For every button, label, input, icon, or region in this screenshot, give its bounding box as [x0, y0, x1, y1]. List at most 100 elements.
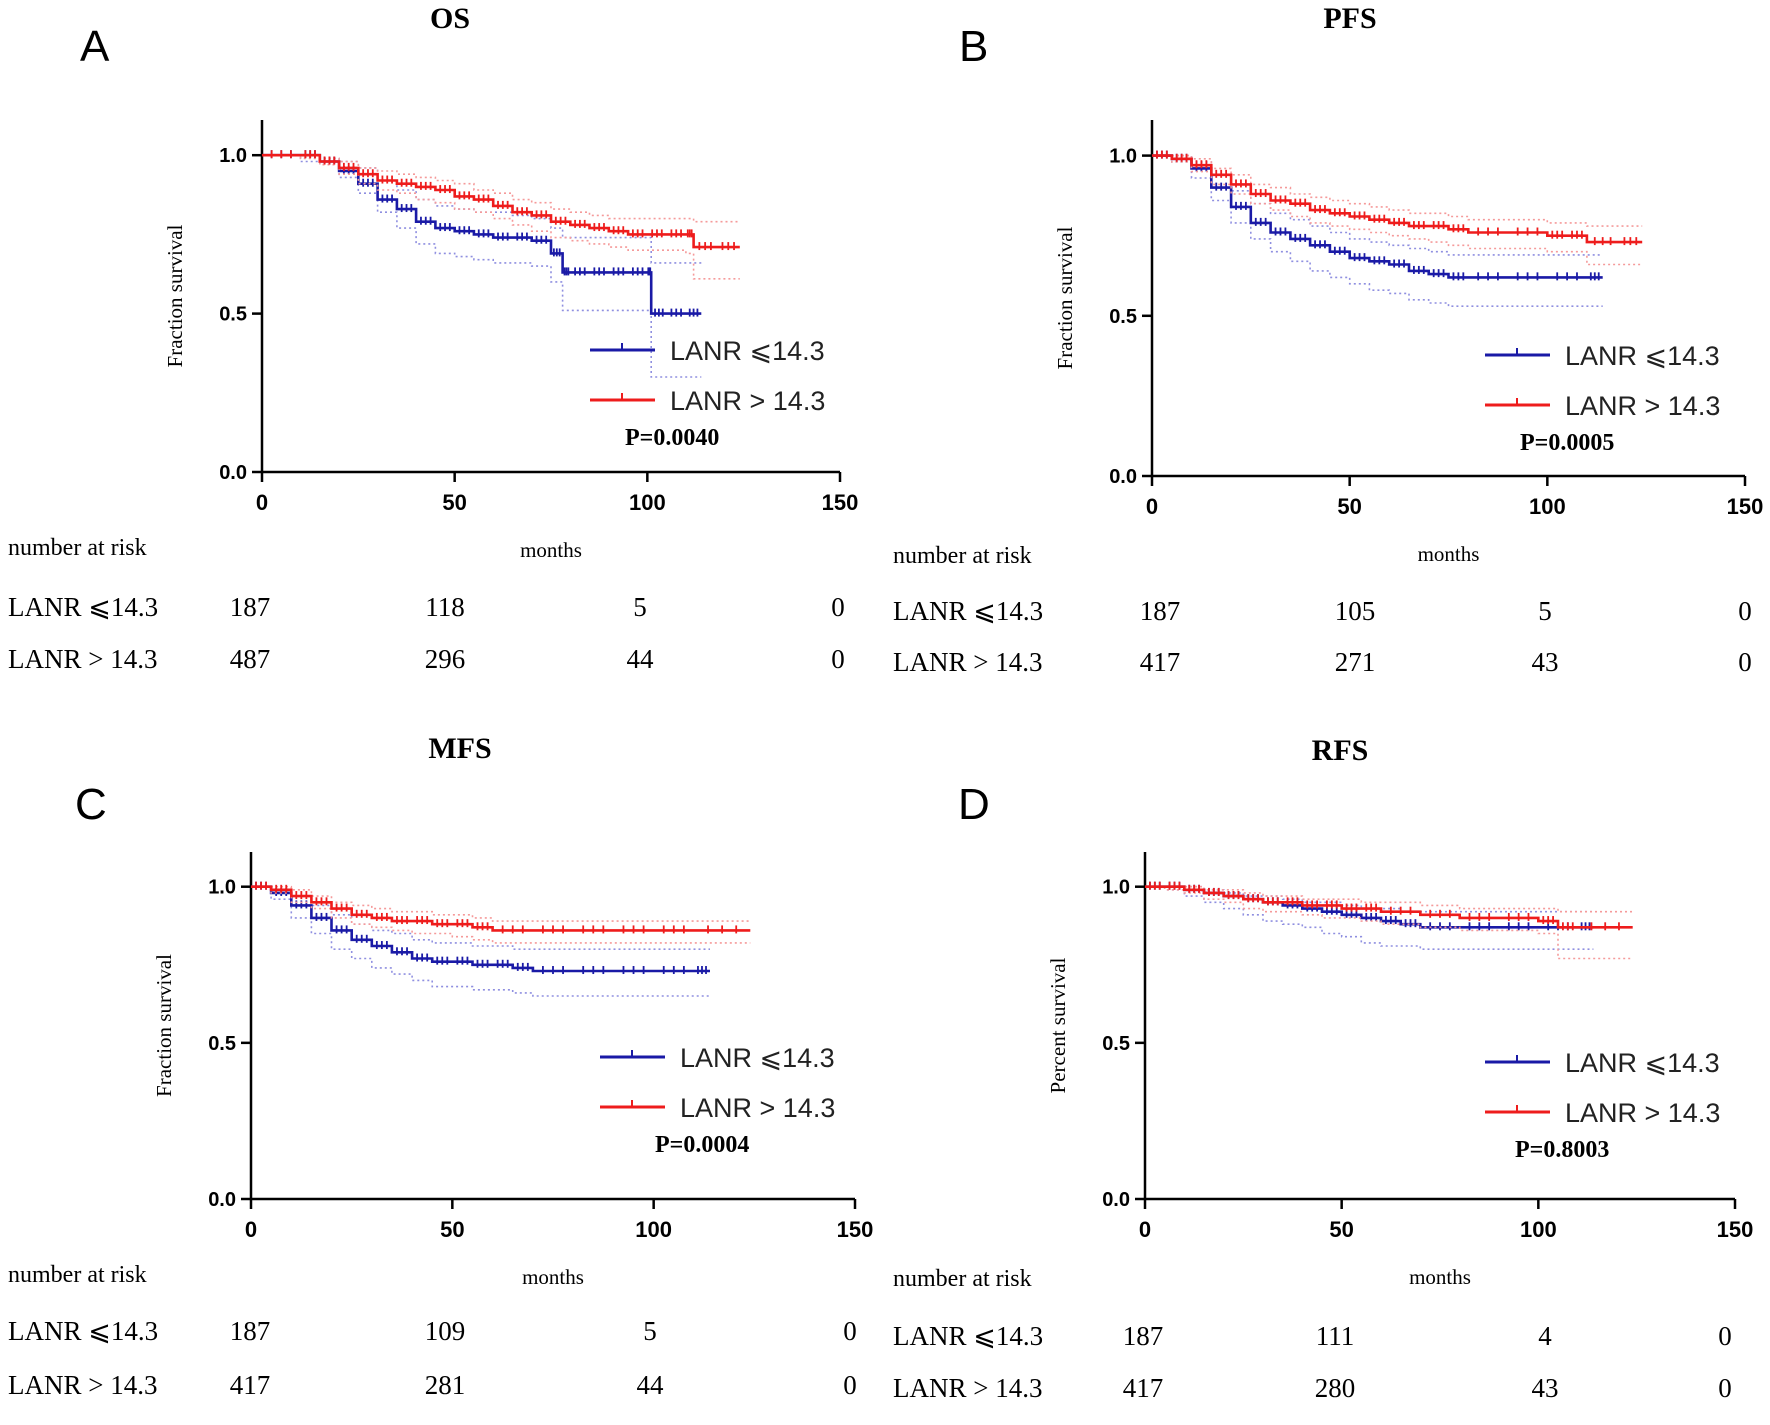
panel-label: D	[958, 780, 990, 829]
ci-lower-line	[1152, 154, 1643, 266]
ci-lower-line	[1145, 885, 1633, 960]
legend-item: LANR > 14.3	[1485, 1098, 1720, 1128]
panel-c: C MFS 0 50 100 150 0.0 0.5 1.0 Fraction survival m…	[0, 712, 885, 1424]
series-low	[251, 881, 710, 997]
p-value: P=0.8003	[1515, 1137, 1609, 1163]
x-tick-label: 100	[1529, 494, 1566, 519]
x-tick-label: 50	[1337, 494, 1361, 519]
x-tick-label: 50	[442, 490, 466, 515]
x-tick-label: 50	[440, 1217, 464, 1242]
chart-title: PFS	[1323, 2, 1377, 35]
survival-curve	[251, 885, 751, 932]
x-axis-label: months	[1409, 1265, 1471, 1289]
legend-label: LANR ⩽14.3	[680, 1043, 835, 1073]
risk-count: 5	[643, 1316, 657, 1346]
x-tick-label: 100	[1520, 1217, 1557, 1242]
y-tick-label: 0.0	[219, 462, 247, 484]
ci-lower-line	[262, 154, 740, 280]
x-tick-label: 150	[822, 490, 859, 515]
risk-count: 105	[1334, 596, 1376, 626]
y-tick-label: 1.0	[219, 145, 247, 167]
x-tick-label: 0	[245, 1217, 257, 1242]
risk-row-label: LANR ⩽14.3	[8, 1316, 159, 1346]
risk-count: 109	[424, 1316, 466, 1346]
plot-svg: 0 50 100 150 0.0 0.5 1.0 Fraction survival month…	[1053, 120, 1763, 566]
survival-curve	[251, 885, 710, 973]
y-tick-label: 0.5	[208, 1033, 236, 1055]
legend-item: LANR > 14.3	[600, 1093, 835, 1123]
series-high	[251, 881, 751, 944]
plot-svg: 0 50 100 150 0.0 0.5 1.0 Percent survival months…	[1046, 852, 1753, 1289]
risk-table-header: number at risk	[8, 1262, 147, 1288]
ci-lower-line	[262, 154, 702, 378]
x-tick-label: 150	[837, 1217, 874, 1242]
risk-count: 5	[1538, 596, 1552, 626]
x-axis-label: months	[520, 538, 582, 562]
chart-title: MFS	[428, 732, 492, 765]
series-high	[262, 150, 740, 280]
legend-item: LANR > 14.3	[590, 386, 825, 416]
axes: 0 50 100 150 0.0 0.5 1.0 Fraction survival month…	[1053, 120, 1763, 566]
plot-svg: 0 50 100 150 0.0 0.5 1.0 Fraction survival month…	[163, 120, 859, 562]
risk-count: 0	[1718, 1321, 1732, 1351]
legend-item: LANR ⩽14.3	[600, 1043, 835, 1073]
x-tick-label: 150	[1727, 494, 1764, 519]
survival-curve	[262, 153, 740, 249]
y-tick-label: 1.0	[1102, 877, 1130, 899]
axes: 0 50 100 150 0.0 0.5 1.0 Fraction survival month…	[152, 852, 873, 1289]
legend-label: LANR > 14.3	[680, 1093, 835, 1123]
legend-label: LANR > 14.3	[670, 386, 825, 416]
risk-count: 0	[1738, 647, 1752, 677]
y-tick-label: 0.5	[1102, 1033, 1130, 1055]
risk-count: 281	[424, 1370, 466, 1400]
chart-title: RFS	[1311, 734, 1369, 767]
risk-count: 4	[1538, 1321, 1552, 1351]
p-value: P=0.0040	[625, 425, 719, 451]
legend-label: LANR ⩽14.3	[1565, 341, 1720, 371]
x-tick-label: 0	[256, 490, 268, 515]
risk-table-header: number at risk	[8, 535, 147, 561]
risk-table-header: number at risk	[893, 1266, 1032, 1292]
x-tick-label: 100	[635, 1217, 672, 1242]
survival-curve	[1152, 154, 1603, 279]
panel-label: B	[959, 22, 989, 71]
series-low	[262, 150, 702, 378]
y-tick-label: 0.5	[219, 304, 247, 326]
risk-count: 0	[831, 644, 845, 674]
x-axis-label: months	[522, 1265, 584, 1289]
series-high	[1152, 150, 1643, 266]
panel-label: A	[80, 22, 110, 71]
risk-count: 417	[1139, 647, 1181, 677]
risk-count: 44	[636, 1370, 664, 1400]
plot-svg: 0 50 100 150 0.0 0.5 1.0 Fraction survival month…	[152, 852, 873, 1289]
x-tick-label: 0	[1139, 1217, 1151, 1242]
risk-count: 296	[424, 644, 466, 674]
ci-upper-line	[262, 154, 702, 264]
risk-count: 0	[843, 1370, 857, 1400]
risk-table-header: number at risk	[893, 543, 1032, 569]
panel-a: A OS 0 50 100 150 0.0 0.5 1.0 Fraction survival mo…	[0, 0, 885, 712]
risk-count: 187	[1122, 1321, 1164, 1351]
y-tick-label: 0.0	[1102, 1189, 1130, 1211]
legend-item: LANR ⩽14.3	[1485, 1048, 1720, 1078]
ci-lower-line	[1152, 154, 1603, 307]
y-axis-label: Fraction survival	[152, 954, 176, 1097]
risk-count: 0	[1738, 596, 1752, 626]
y-axis-label: Percent survival	[1046, 957, 1070, 1093]
risk-row-label: LANR ⩽14.3	[893, 1321, 1044, 1351]
x-tick-label: 0	[1146, 494, 1158, 519]
y-tick-label: 1.0	[208, 877, 236, 899]
y-axis-label: Fraction survival	[1053, 226, 1077, 369]
risk-count: 417	[229, 1370, 271, 1400]
y-tick-label: 0.0	[1109, 466, 1137, 488]
risk-row-label: LANR > 14.3	[8, 1370, 158, 1400]
p-value: P=0.0005	[1520, 430, 1614, 456]
risk-row-label: LANR ⩽14.3	[893, 596, 1044, 626]
risk-count: 5	[633, 592, 647, 622]
chart-title: OS	[429, 2, 471, 35]
risk-count: 187	[229, 1316, 271, 1346]
x-tick-label: 50	[1329, 1217, 1353, 1242]
risk-count: 187	[229, 592, 271, 622]
y-tick-label: 0.0	[208, 1189, 236, 1211]
legend-item: LANR ⩽14.3	[1485, 341, 1720, 371]
